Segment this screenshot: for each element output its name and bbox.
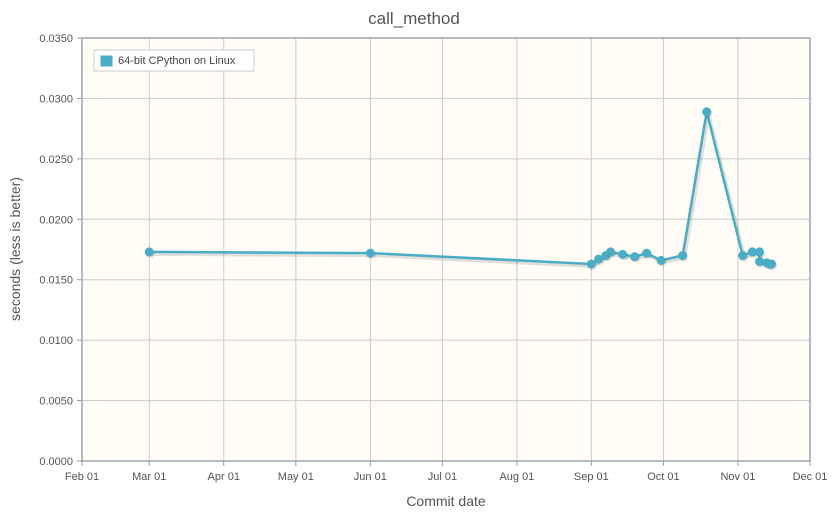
y-tick-label: 0.0350 <box>39 33 73 45</box>
x-tick-label: Dec 01 <box>793 471 828 483</box>
y-axis-ticks: 0.0000 0.0050 0.0100 0.0150 0.0200 0.0250 0.03… <box>39 33 82 468</box>
data-point <box>594 254 604 264</box>
x-tick-label: Oct 01 <box>647 471 679 483</box>
x-tick-label: Mar 01 <box>132 471 166 483</box>
x-tick-label: May 01 <box>278 471 314 483</box>
x-tick-label: Aug 01 <box>499 471 534 483</box>
data-point <box>365 248 375 258</box>
legend-swatch <box>99 54 114 68</box>
data-point <box>586 259 596 269</box>
plot-background <box>82 38 810 461</box>
y-tick-label: 0.0150 <box>39 275 73 287</box>
y-axis-label: seconds (less is better) <box>7 177 23 321</box>
x-tick-label: Apr 01 <box>208 471 240 483</box>
y-tick-label: 0.0100 <box>39 335 73 347</box>
legend: 64-bit CPython on Linux <box>93 49 255 72</box>
x-tick-label: Feb 01 <box>65 471 99 483</box>
data-point <box>755 247 765 257</box>
legend-label: 64-bit CPython on Linux <box>118 55 236 67</box>
x-tick-label: Jun 01 <box>354 471 387 483</box>
plot-border <box>81 37 811 462</box>
x-axis-label: Commit date <box>406 493 486 509</box>
chart-title: call_method <box>368 9 460 28</box>
data-point <box>618 249 628 259</box>
data-point <box>144 247 154 257</box>
y-tick-label: 0.0000 <box>39 456 73 468</box>
x-tick-label: Nov 01 <box>720 471 755 483</box>
data-point <box>656 255 666 265</box>
plot-area <box>81 37 811 462</box>
data-point <box>630 252 640 262</box>
data-point <box>738 251 748 261</box>
x-axis-ticks: Feb 01 Mar 01 Apr 01 May 01 Jun 01 Jul 01 Aug … <box>65 461 828 483</box>
data-point <box>747 247 757 257</box>
y-tick-label: 0.0200 <box>39 214 73 226</box>
data-point <box>678 251 688 261</box>
x-tick-label: Sep 01 <box>574 471 609 483</box>
data-point <box>767 259 777 269</box>
data-point <box>755 257 765 267</box>
x-tick-label: Jul 01 <box>428 471 457 483</box>
legend-box <box>93 49 255 72</box>
y-tick-label: 0.0300 <box>39 93 73 105</box>
data-point <box>702 107 712 117</box>
series-layer <box>144 107 778 271</box>
y-tick-label: 0.0050 <box>39 396 73 408</box>
y-tick-label: 0.0250 <box>39 154 73 166</box>
data-point <box>642 248 652 258</box>
data-point <box>606 247 616 257</box>
